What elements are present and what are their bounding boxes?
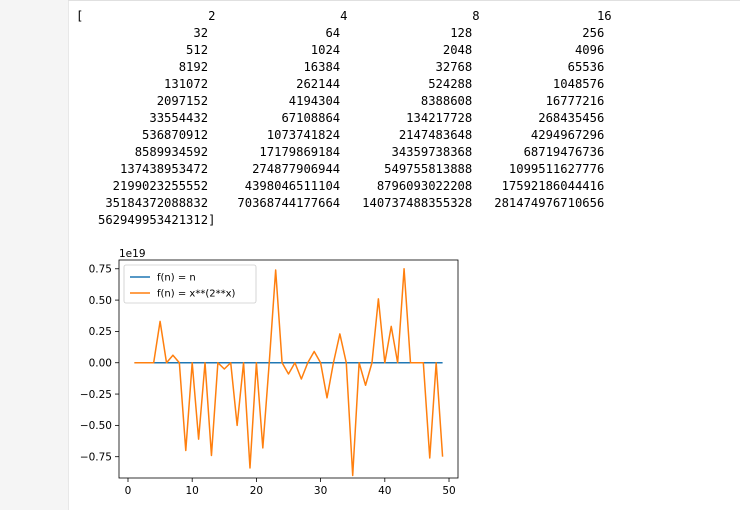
- line-plot: 1e19 0 10 20 30 40 50 −0.75 −0.50 −0.25 0.00 0.25 0…: [80, 248, 459, 497]
- x-tick-label: 20: [250, 485, 263, 497]
- y-tick-label: 0.25: [89, 326, 112, 338]
- x-tick-label: 10: [186, 485, 199, 497]
- x-tick-label: 30: [314, 485, 327, 497]
- cell-divider: [68, 0, 740, 1]
- y-tick-label: 0.00: [89, 357, 112, 369]
- x-tick-label: 50: [442, 485, 455, 497]
- y-tick-label: −0.75: [80, 451, 112, 463]
- cell-gutter: [0, 0, 69, 510]
- plot-frame: [118, 259, 459, 479]
- y-tick-label: −0.50: [80, 420, 112, 432]
- y-tick-label: −0.25: [80, 389, 112, 401]
- legend: f(n) = n f(n) = x**(2**x): [123, 264, 257, 304]
- legend-box: [123, 264, 257, 304]
- y-tick-label: 0.75: [89, 263, 112, 275]
- legend-label: f(n) = n: [157, 273, 196, 284]
- x-tick-label: 0: [125, 485, 132, 497]
- legend-label: f(n) = x**(2**x): [157, 289, 235, 300]
- y-axis-offset-label: 1e19: [119, 248, 146, 260]
- y-tick-label: 0.50: [89, 295, 112, 307]
- array-output-text: [ 2 4 8 16 32 64 128 256 512 1024 204: [76, 9, 612, 227]
- series-line-2: [134, 268, 444, 477]
- x-tick-label: 40: [378, 485, 391, 497]
